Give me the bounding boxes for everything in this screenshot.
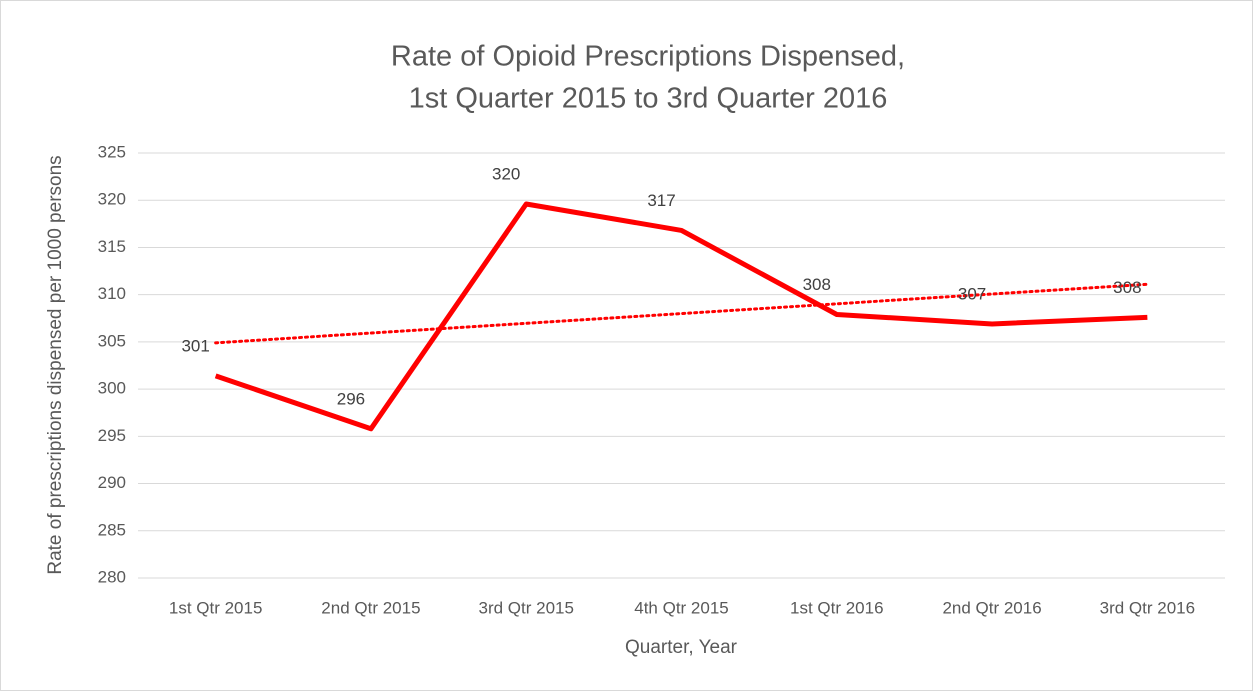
- line-series: [214, 201, 1148, 432]
- x-tick-label: 1st Qtr 2015: [169, 598, 263, 617]
- x-tick-label: 1st Qtr 2016: [790, 598, 884, 617]
- y-tick-label: 300: [98, 379, 126, 398]
- data-label: 308: [803, 275, 831, 294]
- x-tick-label: 3rd Qtr 2015: [478, 598, 573, 617]
- y-tick-label: 295: [98, 426, 126, 445]
- x-axis-title: Quarter, Year: [625, 637, 738, 658]
- y-tick-label: 280: [98, 567, 126, 586]
- data-label: 296: [337, 389, 365, 408]
- chart-title: 1st Quarter 2015 to 3rd Quarter 2016: [409, 83, 888, 115]
- y-tick-label: 325: [98, 142, 126, 161]
- y-tick-label: 305: [98, 331, 126, 350]
- data-label: 307: [958, 284, 986, 303]
- y-tick-label: 285: [98, 520, 126, 539]
- x-tick-label: 4th Qtr 2015: [634, 598, 729, 617]
- data-label: 301: [181, 336, 209, 355]
- y-tick-label: 290: [98, 473, 126, 492]
- data-label: 308: [1113, 278, 1141, 297]
- x-tick-label: 3rd Qtr 2016: [1100, 598, 1195, 617]
- x-tick-label: 2nd Qtr 2015: [321, 598, 420, 617]
- y-tick-label: 310: [98, 284, 126, 303]
- trendline: [214, 282, 1149, 345]
- chart-title: Rate of Opioid Prescriptions Dispensed,: [391, 41, 905, 73]
- y-axis-title: Rate of prescriptions dispensed per 1000…: [45, 155, 66, 574]
- x-tick-label: 2nd Qtr 2016: [942, 598, 1041, 617]
- y-tick-label: 320: [98, 190, 126, 209]
- data-label: 320: [492, 164, 520, 183]
- data-label: 317: [647, 191, 675, 210]
- y-tick-label: 315: [98, 237, 126, 256]
